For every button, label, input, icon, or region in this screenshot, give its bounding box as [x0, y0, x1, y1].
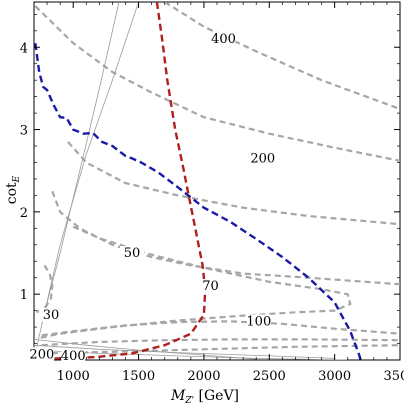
y-tick-label-1: 2: [20, 206, 28, 221]
x-tick-label-4: 3000: [318, 369, 351, 384]
y-axis-title: cotE: [4, 175, 22, 204]
contour-label-1: 200: [250, 151, 275, 166]
contour-label-bg-3: [198, 279, 223, 294]
contour-label-6: 200: [29, 347, 54, 362]
ticks-layer: 1000 1500 2000 2500 3000 3500 1 2 3 4: [20, 2, 404, 384]
contour-label-bg-2: [120, 246, 145, 261]
x-tick-label-5: 3500: [383, 369, 404, 384]
x-tick-label-1: 1500: [122, 369, 155, 384]
contour-label-bg-0: [211, 32, 236, 47]
contour-label-bg-7: [61, 349, 86, 363]
y-tick-label-2: 3: [20, 124, 28, 139]
series-line-gray-dashed-8: [41, 344, 400, 355]
contour-label-5: 30: [43, 308, 60, 323]
contour-label-bg-4: [246, 314, 271, 329]
x-axis-title: MZ' [GeV]: [170, 388, 239, 406]
contour-label-0: 400: [211, 32, 236, 47]
series-line-thin-gray-9: [41, 2, 120, 324]
series-line-thin-gray-12: [34, 344, 335, 359]
contour-label-bg-1: [250, 151, 275, 166]
x-tick-label-2: 2000: [187, 369, 220, 384]
contour-label-3: 70: [202, 279, 219, 294]
series-line-gray-dashed-1: [34, 5, 400, 162]
series-line-thin-gray-13: [34, 339, 257, 360]
contour-label-bg-6: [29, 347, 54, 362]
contour-labels-layer: 400 200 50 70 100 30 200 400: [29, 32, 275, 364]
contour-label-bg-5: [38, 307, 63, 322]
series-line-red-dashed-15: [49, 2, 207, 360]
contour-label-7: 400: [61, 349, 86, 364]
x-tick-label-0: 1000: [57, 369, 90, 384]
series-line-gray-dashed-3: [51, 190, 400, 286]
series-layer: [34, 2, 400, 360]
series-line-thin-gray-10: [36, 2, 139, 348]
series-line-gray-dashed-7: [41, 338, 400, 347]
series-line-blue-dashed-14: [34, 42, 362, 360]
y-tick-label-3: 4: [20, 41, 28, 56]
x-tick-label-3: 2500: [253, 369, 286, 384]
series-line-gray-dashed-2: [67, 141, 400, 226]
series-line-gray-dashed-6: [41, 320, 400, 337]
contour-label-2: 50: [124, 246, 141, 261]
y-tick-label-0: 1: [20, 288, 28, 303]
series-line-gray-dashed-0: [164, 2, 400, 111]
contour-label-4: 100: [246, 314, 271, 329]
